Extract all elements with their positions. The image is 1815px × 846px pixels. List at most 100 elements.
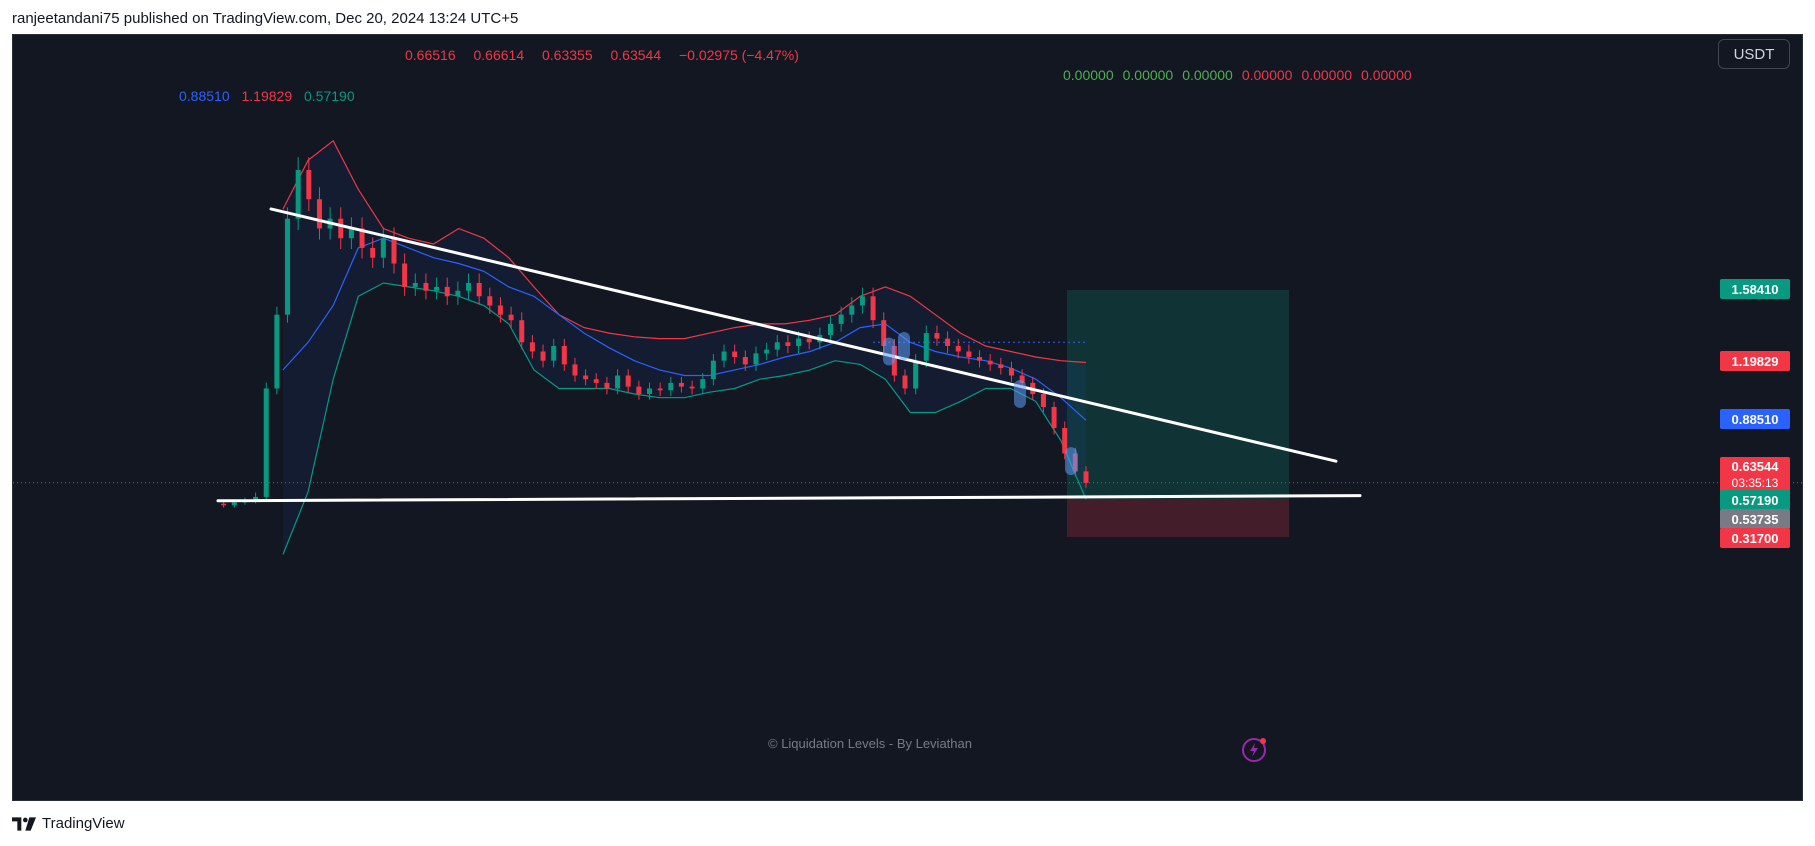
candle-body: [742, 357, 748, 365]
candle-body: [338, 218, 344, 239]
price-tag[interactable]: 0.53735: [1720, 509, 1790, 529]
published-header: ranjeetandani75 published on TradingView…: [12, 10, 519, 27]
price-tag-label: 1.58410: [1731, 281, 1779, 297]
candle-body: [647, 388, 652, 395]
bollinger-upper-line: [282, 139, 1087, 364]
bollinger-basis-line: [282, 237, 1087, 421]
candle-body: [444, 286, 450, 297]
bollinger-fill: [283, 140, 1086, 555]
candle-body: [615, 375, 621, 389]
candle-body: [636, 386, 642, 395]
price-tag[interactable]: 0.63544 03:35:13: [1720, 457, 1790, 493]
candle-body: [987, 360, 993, 365]
candle-body: [827, 323, 833, 335]
currency-button[interactable]: USDT: [1718, 39, 1790, 69]
liquidation-levels-legend: 0.00000 0.00000 0.00000 0.00000 0.00000 0.000…: [1063, 67, 1421, 83]
candle-body: [774, 342, 780, 350]
candle-body: [859, 296, 865, 306]
candle-body: [529, 342, 535, 352]
candle-body: [412, 283, 418, 287]
bb-lower-value: 0.57190: [304, 88, 355, 104]
candle-body: [913, 360, 919, 389]
ohlc-open: 0.66516: [405, 47, 456, 63]
candle-body: [359, 228, 365, 248]
candle-body: [1083, 471, 1089, 483]
candle-body: [497, 305, 503, 315]
candle-body: [348, 228, 354, 239]
candle-body: [561, 345, 567, 365]
price-tag[interactable]: 1.19829: [1720, 351, 1790, 371]
liquidation-marker: [1014, 380, 1026, 409]
candle-body: [391, 238, 397, 264]
candle-body: [700, 379, 706, 389]
support-trendline: [216, 494, 1362, 503]
liquidation-marker: [1065, 447, 1077, 476]
candle-body: [785, 342, 791, 346]
candle-body: [806, 338, 812, 343]
liquidation-value: 0.00000: [1063, 67, 1114, 83]
liquidation-marker: [883, 337, 895, 366]
candle-body: [668, 382, 674, 391]
candle-body: [689, 386, 695, 389]
candle-body: [402, 263, 408, 287]
price-tag-label: 0.63544: [1731, 459, 1779, 474]
candle-body: [593, 379, 599, 383]
price-tag[interactable]: 0.57190: [1720, 490, 1790, 510]
candle-body: [285, 218, 291, 315]
price-tag[interactable]: 0.88510: [1720, 409, 1790, 429]
ohlc-change: −0.02975 (−4.47%): [679, 47, 799, 63]
candle-body: [838, 314, 844, 324]
tradingview-logo-icon: [12, 816, 36, 831]
candle-body: [583, 375, 589, 380]
candle-body: [263, 388, 269, 497]
candle-body: [753, 353, 759, 365]
target-zone: [1067, 290, 1289, 499]
candle-body: [370, 247, 376, 258]
ohlc-close: 0.63544: [610, 47, 662, 63]
candle-body: [551, 345, 557, 361]
candle-body: [540, 351, 546, 361]
chart-pane[interactable]: 0.66516 0.66614 0.63355 0.63544 −0.02975…: [12, 34, 1803, 801]
candle-body: [945, 338, 951, 346]
candle-body: [657, 388, 663, 391]
stop-zone: [1067, 499, 1289, 537]
footer: TradingView: [12, 815, 125, 832]
candle-body: [231, 502, 237, 506]
footer-brand: TradingView: [42, 815, 125, 832]
candle-body: [998, 364, 1004, 369]
candle-body: [678, 382, 684, 387]
candle-body: [955, 345, 961, 352]
candle-body: [902, 375, 908, 389]
liquidation-value: 0.00000: [1361, 67, 1412, 83]
price-chart[interactable]: [13, 35, 1802, 800]
indicator-watermark: © Liquidation Levels - By Leviathan: [768, 736, 972, 751]
candle-body: [476, 283, 482, 297]
candle-body: [316, 199, 322, 229]
descending-trendline: [269, 207, 1338, 463]
candle-body: [1051, 406, 1057, 428]
bar-countdown: 03:35:13: [1731, 476, 1779, 490]
candle-body: [434, 286, 440, 291]
candle-body: [306, 170, 312, 200]
candle-body: [604, 382, 610, 389]
candle-body: [710, 360, 716, 380]
lightning-alert-icon[interactable]: [1241, 737, 1267, 763]
candle-body: [923, 333, 929, 361]
candle-body: [625, 375, 631, 387]
candle-body: [295, 170, 301, 219]
liquidation-value: 0.00000: [1241, 67, 1293, 83]
price-tag[interactable]: 1.58410: [1720, 279, 1790, 299]
candle-body: [380, 238, 386, 258]
candle-body: [966, 351, 972, 358]
liquidation-value: 0.00000: [1182, 67, 1233, 83]
candle-body: [721, 351, 727, 361]
candle-body: [572, 364, 578, 376]
candle-body: [934, 333, 940, 339]
candle-body: [881, 320, 887, 346]
candle-body: [466, 283, 472, 291]
candle-body: [1040, 394, 1046, 407]
price-tag[interactable]: 0.31700: [1720, 528, 1790, 548]
candle-body: [1019, 375, 1025, 383]
bollinger-lower-line: [282, 282, 1087, 555]
price-tag-label: 0.53735: [1731, 511, 1779, 527]
